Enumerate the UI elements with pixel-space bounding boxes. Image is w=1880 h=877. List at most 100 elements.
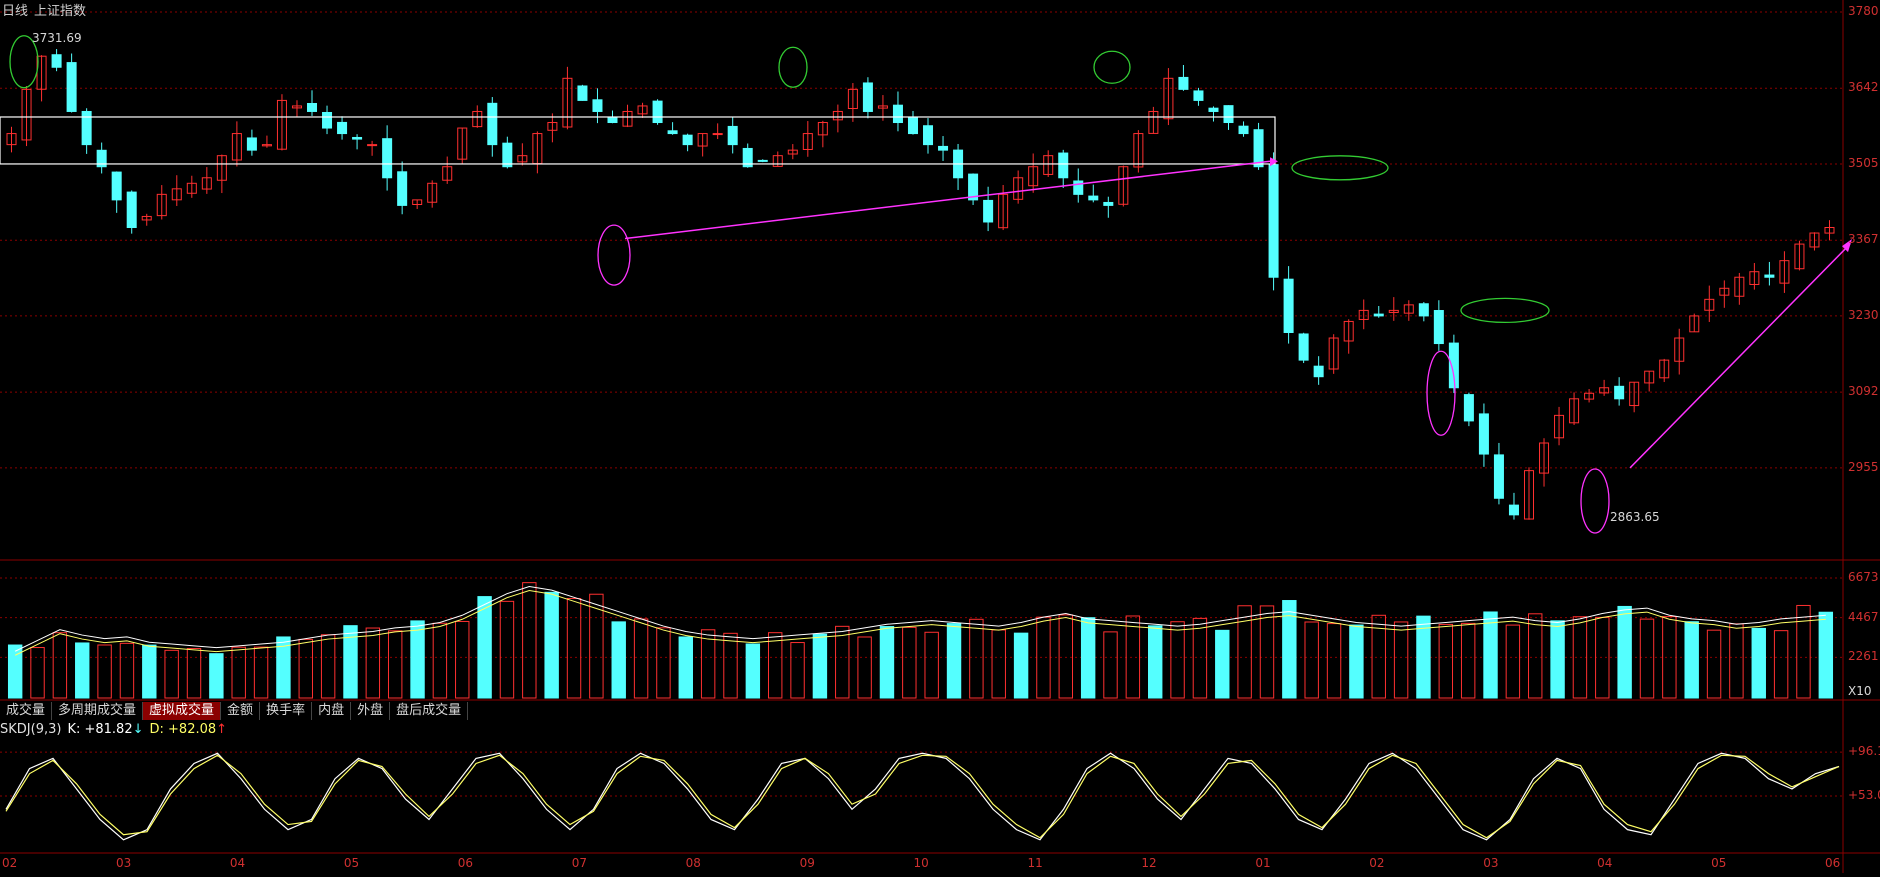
volume-bar [499,600,515,699]
candle-body [607,116,618,124]
volume-bar [1192,617,1208,699]
volume-ma-line [14,585,1826,652]
candle-body [832,110,843,121]
candle-body [1779,260,1790,284]
candle-body [1433,310,1444,345]
kdj-k-line [5,752,1840,841]
candle-body [517,155,528,163]
candle-body [968,173,979,201]
volume-bar [320,634,336,699]
date-tick-label: 05 [343,856,360,870]
volume-bar [365,627,381,699]
volume-bar [1371,614,1386,699]
candle-body [772,155,783,167]
candle-body [96,149,107,168]
volume-ma-line [14,589,1826,656]
volume-bar [700,629,716,699]
candle-body [81,110,92,146]
volume-bar [1729,623,1744,699]
candle-body [1644,370,1655,384]
date-tick-label: 05 [1711,856,1727,870]
candle-body [1043,155,1054,175]
price-extreme-label: 3731.69 [32,30,82,45]
candle-body [126,191,137,229]
candle-body [427,182,438,203]
volume-bar [253,646,269,699]
trendline-arrowhead [1842,238,1852,253]
candle-body [1193,90,1204,101]
candle-body [1749,271,1760,285]
support-trendline [624,160,1271,240]
volume-tab[interactable]: 金额 [221,702,261,720]
volume-bar [566,597,582,699]
candle-body [291,105,302,109]
candle-body [637,105,648,115]
volume-tab[interactable]: 外盘 [351,702,391,720]
volume-bar [1282,600,1297,699]
candle-body [577,85,588,101]
price-tick-label: 3367 [1848,232,1879,247]
candle-body [1418,303,1429,317]
volume-tab[interactable]: 内盘 [312,702,352,720]
volume-bar [1662,616,1677,699]
volume-tab[interactable]: 盘后成交量 [390,702,469,720]
candle-body [1283,278,1294,333]
volume-bar [1639,618,1655,699]
candle-body [1373,313,1384,317]
price-extreme-label: 2863.65 [1610,510,1660,525]
candle-body [1659,359,1670,379]
volume-bar [1013,632,1029,699]
candle-body [1689,315,1700,333]
volume-bar [231,646,246,699]
candle-body [1058,152,1069,179]
candle-body [998,193,1009,229]
candle-body [352,136,363,140]
candle-body [1493,454,1504,499]
volume-unit-label: X10 [1848,684,1872,698]
candle-body [1463,394,1474,422]
candle-body [787,149,798,155]
candle-body [1824,227,1835,234]
volume-tab[interactable]: 多周期成交量 [52,702,144,720]
volume-bar [902,626,917,699]
candle-body [382,138,393,179]
volume-tab[interactable]: 虚拟成交量 [143,702,222,720]
candle-body [938,145,949,151]
volume-bar [522,582,537,699]
candle-body [1163,77,1174,120]
candle-body [1388,309,1399,313]
volume-bar [991,629,1006,699]
volume-bar [410,620,425,699]
candle-body [51,54,62,68]
price-tick-label: 2955 [1848,459,1879,474]
volume-bar [946,623,962,699]
candle-body [367,144,378,147]
volume-bar [1170,621,1185,699]
candle-body [817,122,828,136]
volume-bar [432,622,448,699]
date-tick-label: 02 [2,856,18,870]
candle-body [1118,166,1129,205]
candle-body [547,122,558,131]
volume-bar [1684,621,1699,699]
candle-body [1569,398,1580,424]
volume-tabs: 成交量 多周期成交量 虚拟成交量 金额 换手率 内盘 外盘 盘后成交量 [0,702,469,720]
candle-body [1298,333,1309,361]
volume-tab[interactable]: 换手率 [260,702,313,720]
volume-bar [611,621,626,699]
candle-body [21,88,32,141]
volume-bar [1505,624,1521,699]
volume-bar [298,638,313,699]
volume-bar [1103,631,1118,699]
candle-body [1313,365,1324,378]
volume-bar [924,631,939,699]
candle-body [472,110,483,128]
volume-bar [1483,611,1498,699]
indicator-d: D: +82.08 [149,722,217,737]
candle-body [1523,470,1535,520]
volume-bar [1416,615,1431,699]
candle-body [171,188,182,201]
volume-tab[interactable]: 成交量 [0,702,53,720]
date-tick-label: 09 [799,856,815,870]
